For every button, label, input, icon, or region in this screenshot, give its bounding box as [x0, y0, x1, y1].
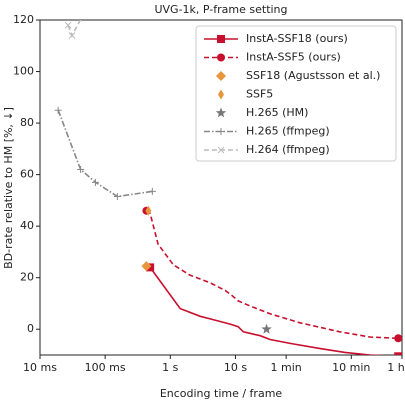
marker [148, 187, 156, 195]
y-tick-label: 0 [27, 322, 34, 335]
x-tick-label: 10 ms [23, 361, 57, 374]
marker [141, 261, 152, 272]
y-tick-label: 100 [13, 65, 34, 78]
x-tick-label: 1 s [162, 361, 178, 374]
legend-label: H.264 (ffmpeg) [246, 143, 330, 156]
series-line [67, 20, 82, 38]
marker [217, 35, 225, 43]
legend-label: InstA-SSF18 (ours) [246, 32, 348, 45]
marker [68, 32, 76, 39]
marker [261, 323, 272, 334]
x-tick-label: 1 min [271, 361, 302, 374]
x-axis-label: Encoding time / frame [160, 387, 283, 400]
legend-label: SSF18 (Agustsson et al.) [246, 69, 380, 82]
marker [215, 107, 227, 118]
plot-area [54, 12, 402, 355]
series-line [145, 210, 399, 340]
marker [80, 12, 86, 18]
x-tick-label: 10 min [332, 361, 370, 374]
marker [218, 89, 224, 100]
y-tick-label: 40 [20, 219, 34, 232]
marker [394, 334, 402, 343]
legend-label: InstA-SSF5 (ours) [246, 51, 341, 64]
legend-label: H.265 (HM) [246, 106, 308, 119]
marker [216, 71, 226, 81]
y-axis-label: BD-rate relative to HM [%, ↓] [2, 107, 15, 269]
marker [217, 128, 225, 135]
y-tick-label: 120 [13, 13, 34, 26]
x-tick-label: 100 ms [85, 361, 126, 374]
marker [64, 21, 72, 29]
x-tick-label: 10 s [224, 361, 247, 374]
legend [195, 25, 397, 162]
marker [113, 193, 121, 201]
legend-label: SSF5 [246, 88, 273, 101]
marker [91, 178, 99, 186]
x-tick-label: 1 h [387, 361, 404, 374]
marker [217, 53, 225, 62]
chart-title: UVG-1k, P-frame setting [154, 3, 287, 16]
y-tick-label: 80 [20, 116, 34, 129]
marker [77, 165, 85, 173]
series-line [57, 109, 153, 198]
y-tick-label: 60 [20, 168, 34, 181]
marker [394, 352, 402, 355]
marker [145, 205, 152, 216]
plot-frame [39, 19, 403, 356]
y-tick-label: 20 [20, 271, 34, 284]
series-line [149, 266, 388, 355]
marker [54, 106, 62, 114]
marker [217, 146, 225, 154]
legend-label: H.265 (ffmpeg) [246, 125, 330, 138]
